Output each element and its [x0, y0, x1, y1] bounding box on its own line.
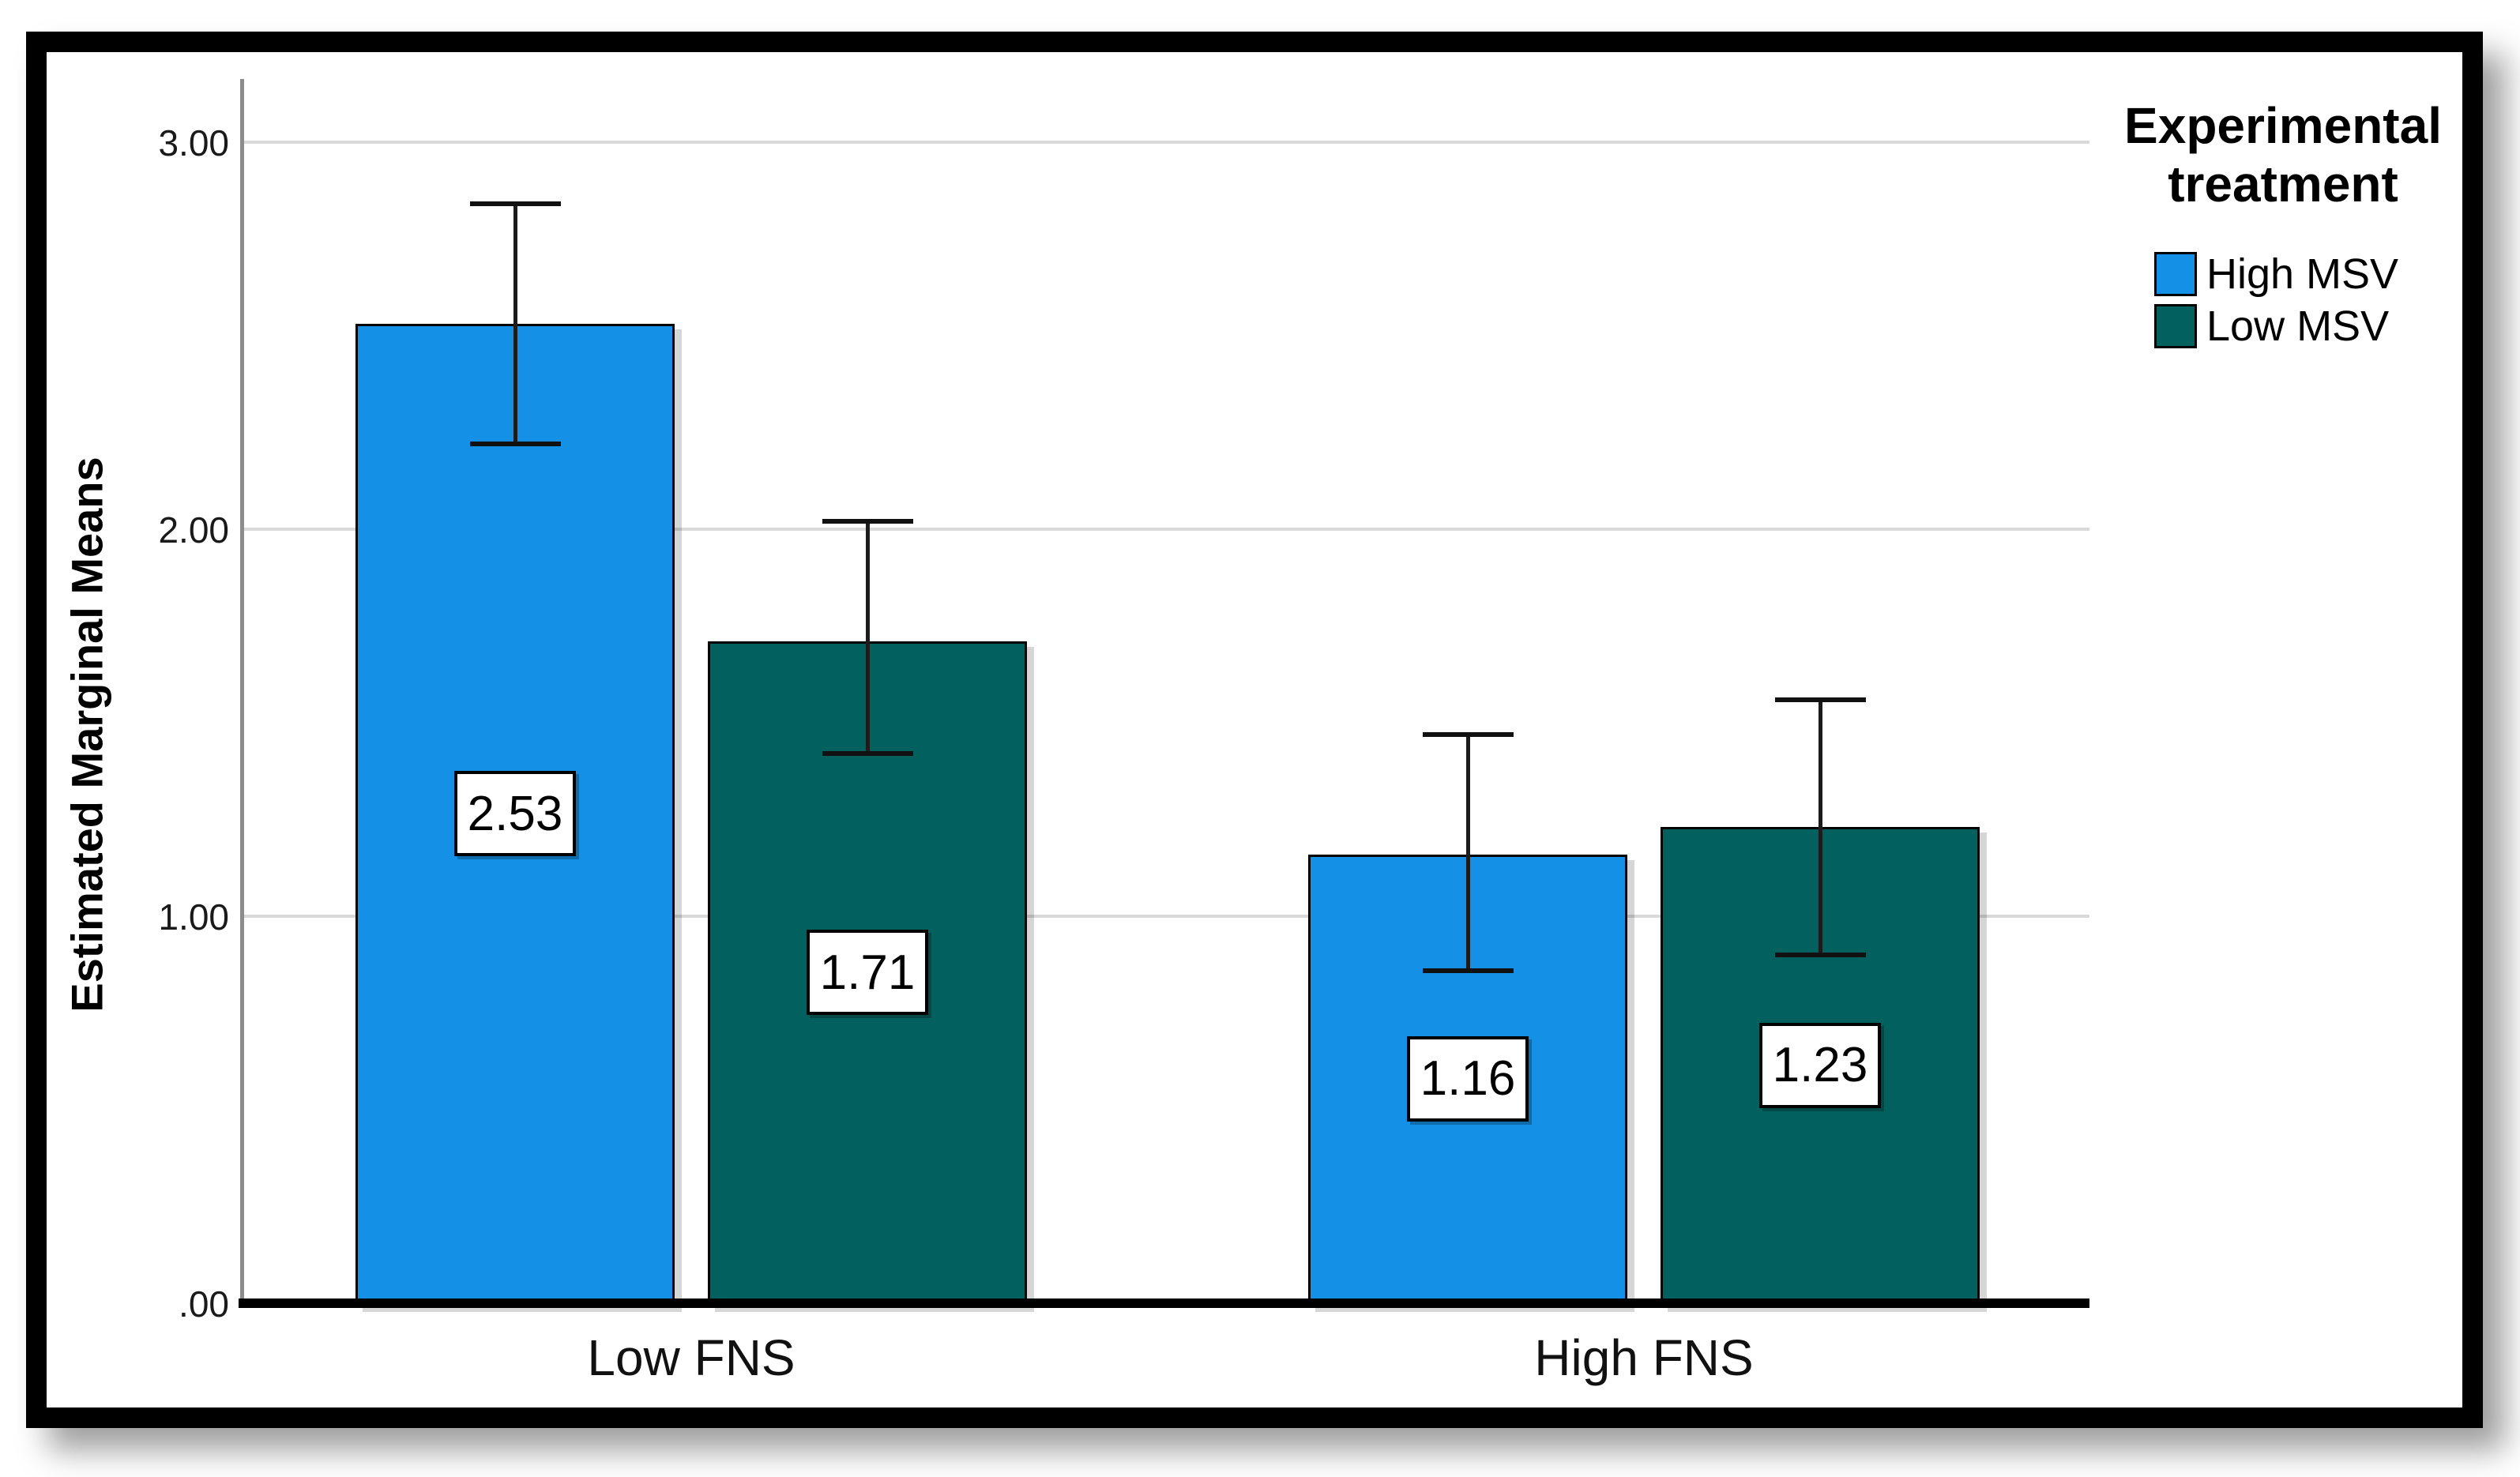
error-bar-cap-bottom: [469, 442, 561, 447]
error-bar-line: [1466, 734, 1470, 971]
error-bar-cap-bottom: [822, 751, 913, 757]
legend-title-line: treatment: [2168, 156, 2398, 212]
y-axis-line: [240, 79, 244, 1303]
error-bar-cap-top: [822, 519, 913, 524]
y-tick-label: .00: [179, 1283, 229, 1325]
legend-items: High MSV Low MSV: [2097, 248, 2469, 352]
error-bar-line: [513, 204, 517, 445]
legend-item-low-msv: Low MSV: [2154, 300, 2469, 352]
x-category-label: Low FNS: [587, 1329, 795, 1386]
legend-item-label: Low MSV: [2206, 303, 2390, 350]
y-tick-label: 1.00: [158, 896, 229, 938]
x-category-label: High FNS: [1534, 1329, 1754, 1386]
y-tick-label: 2.00: [158, 509, 229, 551]
gridline: [243, 141, 2089, 144]
error-bar-line: [1819, 699, 1822, 955]
legend-swatch-icon: [2154, 304, 2197, 348]
legend-title-line: Experimental: [2124, 97, 2442, 154]
error-bar-cap-top: [469, 201, 561, 207]
legend-swatch-icon: [2154, 252, 2197, 296]
error-bar-cap-bottom: [1422, 968, 1514, 973]
legend: Experimental treatment High MSV Low MSV: [2097, 96, 2469, 352]
gridline: [243, 915, 2089, 918]
bar-value-label: 1.16: [1407, 1035, 1529, 1122]
y-tick-label: 3.00: [158, 122, 229, 163]
bar-value-label: 1.71: [807, 930, 928, 1016]
error-bar-cap-top: [1422, 731, 1514, 737]
legend-item-label: High MSV: [2206, 250, 2399, 298]
bar-value-label: 1.23: [1759, 1022, 1881, 1108]
error-bar-cap-bottom: [1774, 953, 1866, 957]
legend-title: Experimental treatment: [2097, 96, 2469, 213]
bar-value-label: 2.53: [454, 771, 576, 857]
error-bar-cap-top: [1774, 697, 1866, 702]
legend-item-high-msv: High MSV: [2154, 248, 2469, 300]
x-axis-baseline: [239, 1298, 2089, 1308]
error-bar-line: [866, 521, 870, 754]
gridline: [243, 528, 2089, 531]
